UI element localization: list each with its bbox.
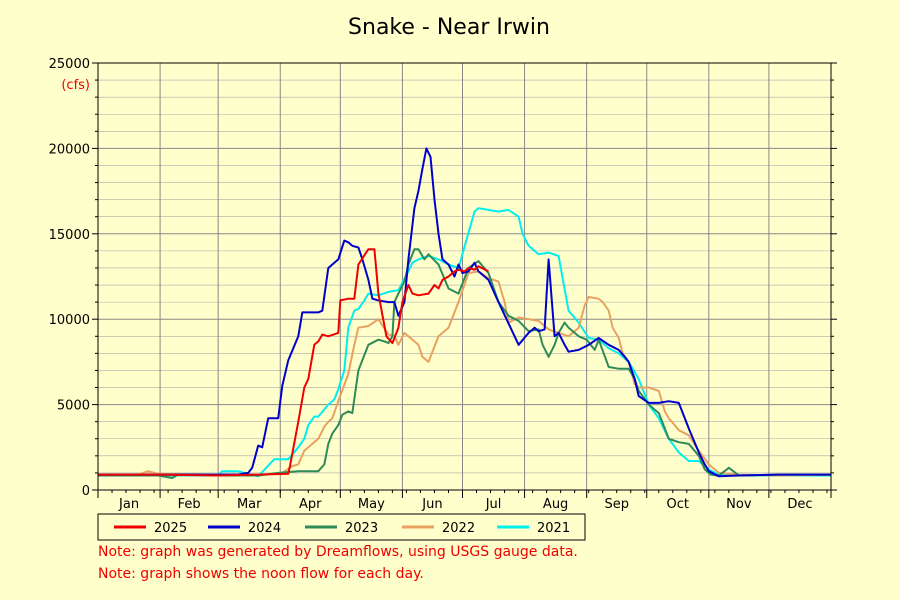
note-data-source: Note: graph was generated by Dreamflows,… (98, 544, 578, 560)
series-layer (98, 147, 832, 479)
x-tick-label: Jun (421, 497, 442, 512)
note-noon-flow: Note: graph shows the noon flow for each… (98, 566, 424, 582)
chart-title: Snake - Near Irwin (348, 15, 550, 40)
legend: 2025 2024 2023 2022 2021 (97, 513, 586, 541)
x-tick-label: Nov (726, 497, 752, 512)
x-tick-label: Aug (543, 497, 568, 512)
legend-label-2025: 2025 (154, 521, 187, 536)
series-line-2021 (98, 207, 831, 478)
x-tick-label: Feb (178, 497, 201, 512)
axes: 0 5000 10000 15000 20000 25000 Jan Feb Mar Apr May… (49, 57, 837, 512)
y-tick-label: 20000 (49, 142, 90, 157)
series-line-2025 (98, 248, 489, 477)
y-tick-label: 10000 (49, 313, 90, 328)
series-line-2024 (98, 147, 831, 478)
y-axis-unit: (cfs) (61, 78, 90, 93)
x-tick-label: Jul (485, 497, 502, 512)
x-tick-label: Jan (118, 497, 139, 512)
y-tick-label: 5000 (57, 399, 90, 414)
legend-label-2021: 2021 (537, 521, 570, 536)
series-line-2022 (98, 270, 832, 477)
y-tick-label: 0 (82, 484, 90, 499)
plot-frame (97, 62, 832, 491)
x-tick-label: Apr (299, 497, 322, 512)
y-tick-label: 25000 (49, 57, 90, 72)
legend-label-2024: 2024 (248, 521, 281, 536)
legend-label-2023: 2023 (345, 521, 378, 536)
legend-label-2022: 2022 (442, 521, 475, 536)
x-tick-label: Mar (237, 497, 262, 512)
x-tick-label: May (358, 497, 385, 512)
x-tick-label: Sep (604, 497, 629, 512)
x-tick-label: Oct (667, 497, 689, 512)
y-tick-label: 15000 (49, 228, 90, 243)
x-tick-label: Dec (787, 497, 812, 512)
